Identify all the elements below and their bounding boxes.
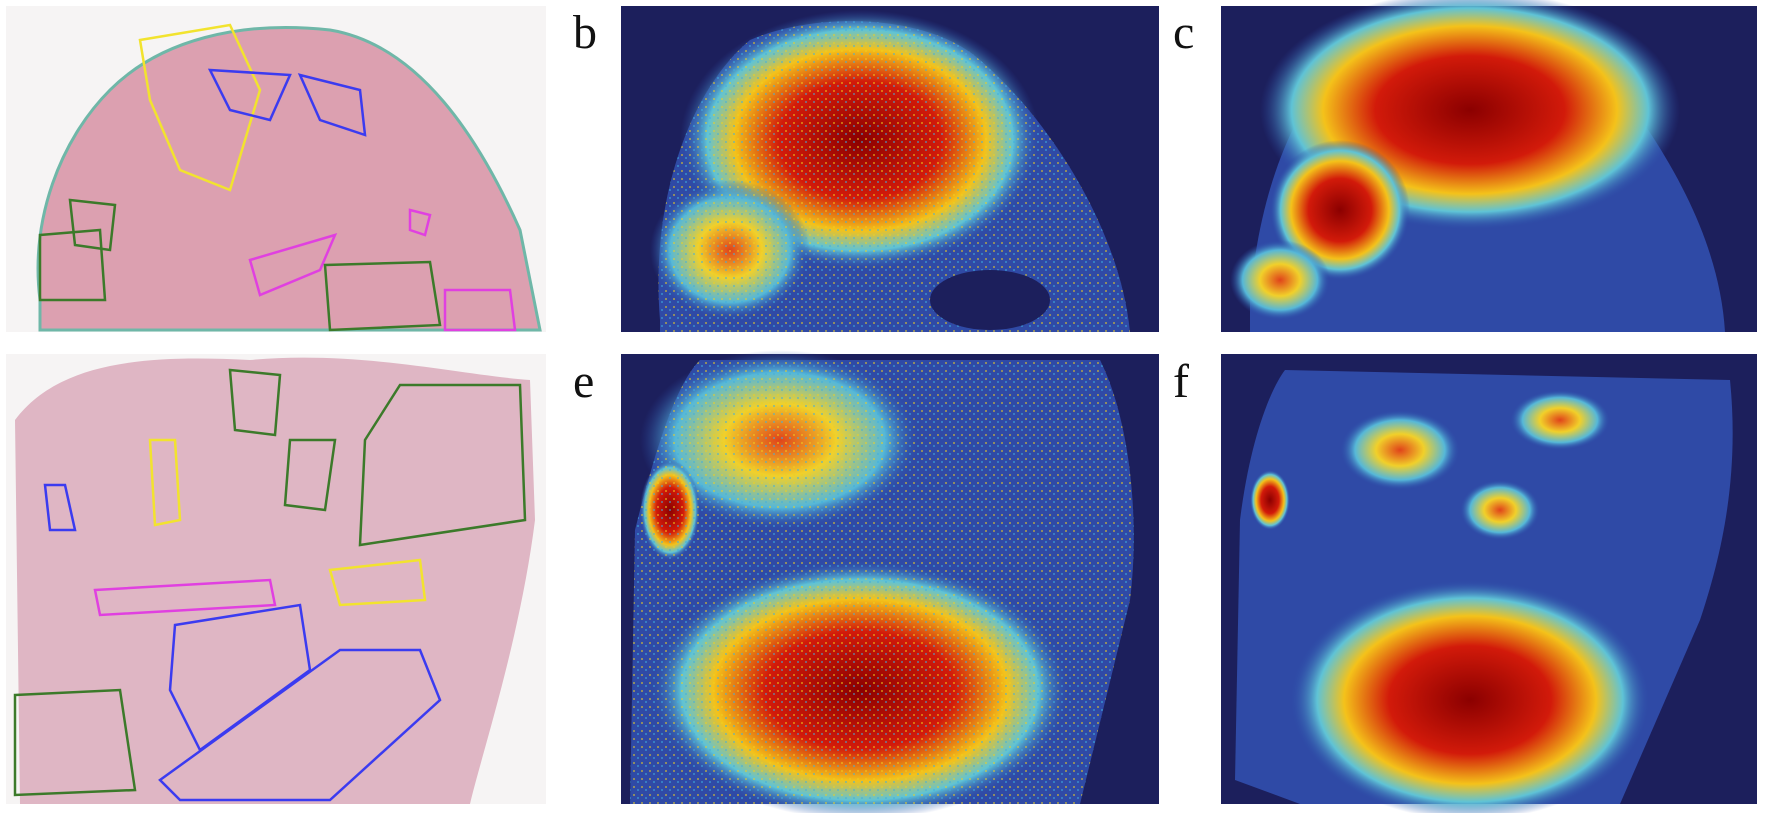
panel-d — [6, 354, 546, 804]
panel-f — [1221, 354, 1757, 813]
panel-a — [6, 6, 546, 332]
panel-label: e — [573, 355, 594, 408]
panel-c — [1221, 0, 1757, 333]
panel-label: b — [573, 6, 597, 59]
panel-b — [621, 6, 1159, 333]
panel-label: f — [1173, 355, 1189, 408]
panel-label: c — [1173, 6, 1194, 59]
panel-e — [621, 350, 1159, 813]
